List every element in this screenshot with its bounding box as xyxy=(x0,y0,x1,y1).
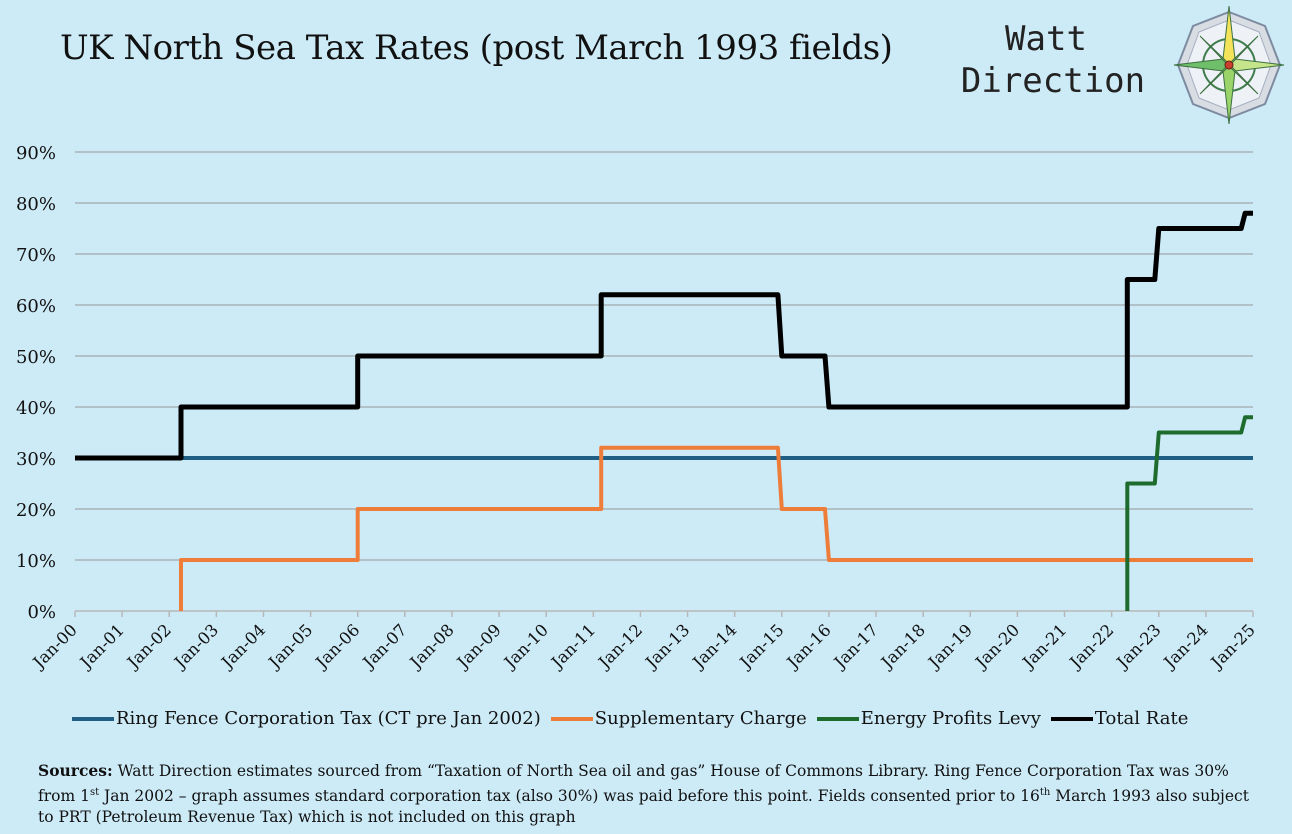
x-tick-label: Jan-13 xyxy=(641,620,694,673)
brand-name: Watt Direction xyxy=(946,18,1166,102)
legend-swatch xyxy=(816,716,859,721)
x-tick-label: Jan-10 xyxy=(499,620,552,673)
x-tick-label: Jan-25 xyxy=(1206,620,1259,673)
x-tick-label: Jan-00 xyxy=(28,620,81,673)
x-tick-label: Jan-04 xyxy=(217,620,270,673)
x-tick-label: Jan-01 xyxy=(75,620,128,673)
compass-rose-icon xyxy=(1173,5,1285,125)
x-tick-label: Jan-21 xyxy=(1018,620,1071,673)
x-tick-label: Jan-06 xyxy=(311,620,364,673)
legend-label: Supplementary Charge xyxy=(594,708,807,729)
legend-swatch xyxy=(72,716,114,721)
legend-item: Energy Profits Levy xyxy=(816,708,1041,729)
x-tick-label: Jan-02 xyxy=(122,620,175,673)
y-tick-label: 90% xyxy=(16,143,56,164)
y-tick-label: 70% xyxy=(16,245,56,266)
y-tick-label: 40% xyxy=(16,398,56,419)
energy-profits-levy-line xyxy=(1125,415,1253,611)
x-tick-label: Jan-07 xyxy=(358,620,411,673)
x-tick-label: Jan-24 xyxy=(1159,620,1212,673)
sources-label: Sources: xyxy=(38,761,113,780)
x-tick-label: Jan-03 xyxy=(169,620,222,673)
y-tick-label: 80% xyxy=(16,194,56,215)
supplementary-charge-line xyxy=(179,445,1253,611)
x-tick-label: Jan-23 xyxy=(1112,620,1165,673)
sources-text-1: Watt Direction estimates sourced from “T… xyxy=(38,762,1229,806)
chart-legend: Ring Fence Corporation Tax (CT pre Jan 2… xyxy=(72,708,1198,729)
chart-title: UK North Sea Tax Rates (post March 1993 … xyxy=(60,28,893,68)
y-tick-label: 50% xyxy=(16,347,56,368)
total-rate-line xyxy=(75,210,1253,461)
sources-sup-2: th xyxy=(1039,787,1051,798)
x-tick-label: Jan-16 xyxy=(782,620,835,673)
legend-item: Total Rate xyxy=(1050,708,1189,729)
x-tick-label: Jan-18 xyxy=(876,620,929,673)
legend-swatch xyxy=(1050,716,1093,721)
x-tick-label: Jan-22 xyxy=(1065,620,1118,673)
x-tick-label: Jan-11 xyxy=(546,620,599,673)
x-tick-label: Jan-12 xyxy=(593,620,646,673)
sources-text-2: Jan 2002 – graph assumes standard corpor… xyxy=(99,787,1040,806)
y-tick-label: 10% xyxy=(16,551,56,572)
sources-sup-1: st xyxy=(89,787,100,798)
legend-label: Total Rate xyxy=(1094,708,1189,729)
legend-label: Ring Fence Corporation Tax (CT pre Jan 2… xyxy=(116,708,541,729)
legend-swatch xyxy=(550,716,593,721)
y-tick-label: 20% xyxy=(16,500,56,521)
y-tick-label: 60% xyxy=(16,296,56,317)
x-tick-label: Jan-20 xyxy=(970,620,1023,673)
legend-item: Supplementary Charge xyxy=(550,708,807,729)
x-tick-label: Jan-15 xyxy=(735,620,788,673)
x-tick-label: Jan-19 xyxy=(923,620,976,673)
brand-line-2: Direction xyxy=(960,61,1146,101)
y-tick-label: 30% xyxy=(16,449,56,470)
x-tick-label: Jan-05 xyxy=(264,620,317,673)
legend-label: Energy Profits Levy xyxy=(860,708,1041,729)
x-tick-label: Jan-14 xyxy=(688,620,741,673)
x-tick-label: Jan-09 xyxy=(452,620,505,673)
legend-item: Ring Fence Corporation Tax (CT pre Jan 2… xyxy=(72,708,541,729)
sources-note: Sources: Watt Direction estimates source… xyxy=(38,760,1258,828)
y-tick-label: 0% xyxy=(27,602,56,623)
brand-line-1: Watt xyxy=(1005,19,1087,59)
x-tick-label: Jan-08 xyxy=(405,620,458,673)
sources-text-3: March 1993 also subject to PRT (Petroleu… xyxy=(38,787,1249,827)
x-tick-label: Jan-17 xyxy=(829,620,882,673)
